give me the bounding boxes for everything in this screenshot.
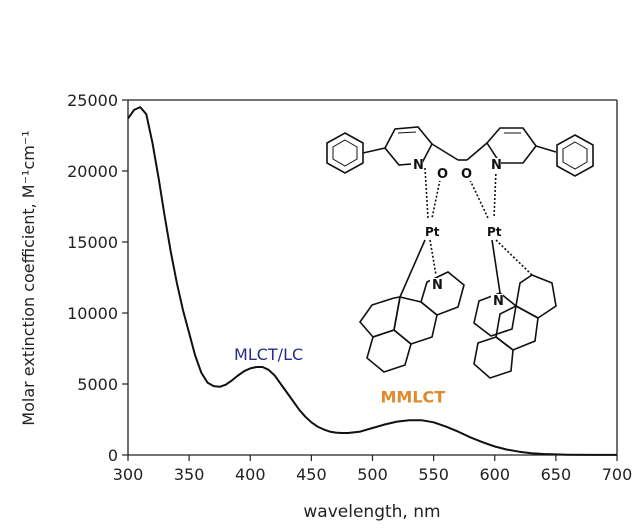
x-tick-label: 650 [541,465,572,484]
coordination-bond [424,167,429,219]
x-tick-label: 600 [479,465,510,484]
atom-label-background [423,225,441,239]
x-tick-label: 300 [113,465,144,484]
y-axis-label: Molar extinction coefficient, M⁻¹cm⁻¹ [19,130,38,425]
absorption-spectrum-line [127,106,617,456]
atom-label-background [491,294,503,308]
y-tick-label: 5000 [77,375,118,394]
ticks: 300 350 400 450 500 550 600 650 700 0 5000 10000 150… [67,91,632,484]
coordination-bond [495,239,533,276]
atom-label-background [459,167,471,181]
benzoquinoline-ring-left-b [393,296,438,345]
y-tick-label: 10000 [67,304,118,323]
bond [535,145,557,153]
atom-label: Pt [425,225,440,239]
atom-label-background [489,158,501,172]
atom-label: Pt [487,225,502,239]
atom-label-background [435,167,447,181]
phenyl-ring-right [556,134,594,177]
axes [127,99,618,456]
atom-label: O [437,167,448,182]
y-tick-label: 15000 [67,233,118,252]
x-tick-label: 350 [174,465,205,484]
molecule-structure-inset [326,126,594,379]
annotations: MLCT/LC MMLCT [234,345,445,407]
bond [466,142,488,161]
x-tick-label: 500 [357,465,388,484]
bond [397,131,417,134]
y-tick-label: 20000 [67,162,118,181]
series [127,106,617,456]
phenyl-ring-left [326,132,364,174]
atom-label: N [491,158,502,173]
annotation-label: MMLCT [380,387,445,406]
coordination-bond [469,179,489,219]
x-axis-label: wavelength, nm [303,502,440,522]
atom-label-background [485,225,503,239]
x-tick-label: 400 [235,465,266,484]
x-tick-label: 450 [296,465,327,484]
coordination-bond [491,239,501,294]
coordination-bond [431,179,441,219]
y-tick-label: 25000 [67,91,118,110]
y-tick-label: 0 [108,446,118,465]
coordination-bond [493,169,497,219]
coordination-bond [429,239,437,276]
benzoquinoline-ring-left-d [366,329,412,373]
atom-label: N [413,158,424,173]
atom-label: O [461,167,472,182]
annotation-label: MLCT/LC [234,345,303,364]
benzoquinoline-ring-right-c [495,305,539,351]
bond [362,147,386,154]
coordination-bond [399,239,426,298]
phenyl-ring-right-inner [562,141,588,170]
phenyl-ring-left-inner [332,139,358,167]
atom-label: N [493,294,504,309]
x-tick-label: 700 [602,465,633,484]
atom-label-background [430,278,442,292]
atom-label-background [411,158,423,172]
x-tick-label: 550 [418,465,449,484]
benzoquinoline-ring-right-d [473,336,514,379]
bond [431,143,459,161]
atom-label: N [432,278,443,293]
benzoquinoline-ring-right-b [515,274,557,319]
